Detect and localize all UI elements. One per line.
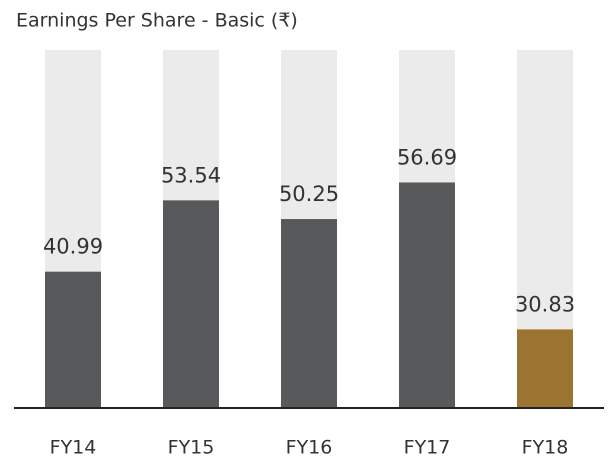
- value-label: 40.99: [43, 235, 103, 259]
- bar: [399, 182, 455, 408]
- bar: [45, 271, 101, 408]
- value-label: 50.25: [279, 182, 339, 206]
- bar: [517, 329, 573, 408]
- x-tick-label: FY14: [50, 437, 97, 459]
- x-tick-label: FY15: [168, 437, 215, 459]
- bar: [163, 200, 219, 408]
- bar: [281, 219, 337, 408]
- x-tick-label: FY16: [286, 437, 333, 459]
- value-label: 30.83: [515, 292, 575, 316]
- x-tick-label: FY17: [404, 437, 451, 459]
- chart-title: Earnings Per Share - Basic (₹): [16, 10, 298, 32]
- x-tick-label: FY18: [522, 437, 569, 459]
- value-label: 53.54: [161, 163, 221, 187]
- value-label: 56.69: [397, 145, 457, 169]
